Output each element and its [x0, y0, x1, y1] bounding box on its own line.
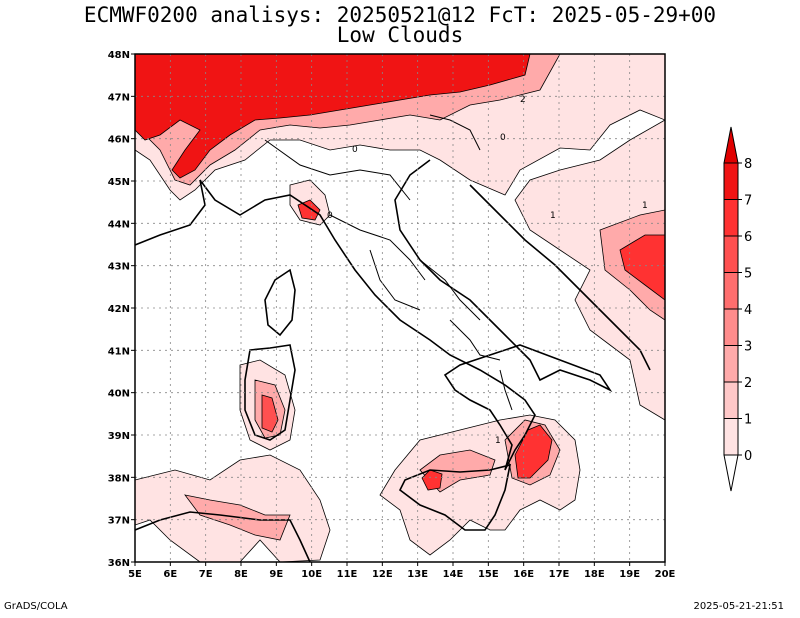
colorbar-label: 7	[744, 194, 752, 209]
colorbar-segment	[723, 162, 739, 200]
colorbar-segment	[723, 235, 739, 273]
lat-axis: 36N 37N 38N 39N 40N 41N 42N 43N 44N 45N 46N 47N 48N	[108, 50, 135, 569]
colorbar-label: 1	[744, 413, 752, 428]
lon-axis: 5E 6E 7E 8E 9E 10E 11E 12E 13E 14E 15E 16E 17E 18E 19E…	[128, 562, 676, 580]
map-grid	[135, 54, 665, 562]
colorbar-segment	[723, 199, 739, 237]
lat-tick-label: 41N	[108, 346, 130, 357]
lon-tick-label: 8E	[234, 569, 248, 580]
footer-timestamp: 2025-05-21-21:51	[693, 601, 784, 612]
lon-tick-label: 18E	[584, 569, 605, 580]
contour-label: 0	[352, 145, 358, 155]
lon-tick-label: 10E	[301, 569, 322, 580]
map-title: ECMWF0200 analisys: 20250521@12 FcT: 202…	[83, 3, 717, 27]
lat-tick-label: 42N	[108, 304, 130, 315]
colorbar-label: 3	[744, 340, 752, 355]
lat-tick-label: 38N	[108, 473, 130, 484]
colorbar-segment	[723, 345, 739, 383]
lon-tick-label: 17E	[549, 569, 570, 580]
colorbar-label: 2	[744, 376, 752, 391]
colorbar-segment	[723, 381, 739, 419]
lon-tick-label: 6E	[163, 569, 177, 580]
colorbar-arrow-high	[723, 126, 739, 164]
colorbar: 0 1 2 3 4 5 6 7 8	[723, 126, 752, 492]
colorbar-arrow-low	[723, 454, 739, 492]
colorbar-label: 5	[744, 267, 752, 282]
contour-labels: 0 0 0 1 1 2 1	[327, 95, 648, 446]
lon-tick-label: 11E	[337, 569, 358, 580]
contour-label: 0	[500, 133, 506, 143]
footer-credit: GrADS/COLA	[4, 601, 68, 612]
regional-borders	[264, 114, 513, 411]
lat-tick-label: 43N	[108, 262, 130, 273]
colorbar-label: 6	[744, 230, 752, 245]
lon-tick-label: 16E	[513, 569, 534, 580]
lon-tick-label: 19E	[619, 569, 640, 580]
lat-tick-label: 37N	[108, 516, 130, 527]
lat-tick-label: 40N	[108, 389, 130, 400]
contour-label: 1	[550, 211, 556, 221]
contour-label: 0	[327, 211, 333, 221]
lon-tick-label: 13E	[407, 569, 428, 580]
lon-tick-label: 7E	[199, 569, 213, 580]
lon-tick-label: 5E	[128, 569, 142, 580]
colorbar-label: 0	[744, 449, 752, 464]
lat-tick-label: 36N	[108, 558, 130, 569]
lat-tick-label: 44N	[108, 219, 130, 230]
map-subtitle: Low Clouds	[336, 23, 464, 47]
lon-tick-label: 15E	[478, 569, 499, 580]
colorbar-label: 8	[744, 157, 752, 172]
lon-tick-label: 20E	[655, 569, 676, 580]
lon-tick-label: 12E	[372, 569, 393, 580]
lon-tick-label: 14E	[443, 569, 464, 580]
colorbar-segment	[723, 272, 739, 310]
contour-label: 1	[642, 201, 648, 211]
contour-label: 1	[495, 436, 501, 446]
colorbar-label: 4	[744, 303, 752, 318]
lat-tick-label: 46N	[108, 135, 130, 146]
lon-tick-label: 9E	[269, 569, 283, 580]
colorbar-segment	[723, 418, 739, 456]
lat-tick-label: 47N	[108, 92, 130, 103]
lat-tick-label: 48N	[108, 50, 130, 61]
contour-label: 2	[520, 95, 526, 105]
lat-tick-label: 45N	[108, 177, 130, 188]
colorbar-segment	[723, 308, 739, 346]
lat-tick-label: 39N	[108, 431, 130, 442]
